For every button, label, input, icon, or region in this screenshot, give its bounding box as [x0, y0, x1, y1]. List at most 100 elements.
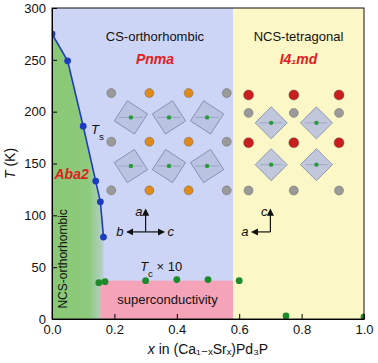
labels: CS-orthorhombicPnmaNCS-tetragonalI4₁mdNC…	[53, 29, 343, 308]
atom	[129, 115, 133, 119]
atom	[244, 90, 254, 100]
region-label: NCS-tetragonal	[254, 29, 344, 44]
y-tick: 300	[24, 1, 57, 16]
atom	[107, 89, 116, 98]
axis-arrow	[128, 231, 146, 232]
x-tick: 0.4	[168, 314, 186, 337]
axis-letter: a	[135, 204, 142, 219]
y-tick-label: 150	[24, 156, 46, 171]
x-tick-label: 0.4	[168, 322, 186, 337]
x-axis-title: x in (Ca₁₋ₓSrₓ)Pd₃P	[147, 341, 268, 357]
axis-arrow	[145, 210, 146, 232]
data-point	[205, 276, 212, 283]
x-tick: 1.0	[355, 314, 373, 337]
atom	[184, 89, 193, 98]
x-tick-label: 0.6	[231, 322, 249, 337]
data-point	[283, 312, 290, 319]
x-tick-label: 0.8	[293, 322, 311, 337]
y-tick-label: 0	[39, 312, 46, 327]
data-point	[92, 178, 99, 185]
series-line	[52, 34, 103, 237]
atom	[269, 162, 273, 166]
axis-arrow	[270, 210, 271, 232]
octahedron	[255, 149, 287, 181]
atom	[289, 90, 299, 100]
y-tick-label: 100	[24, 208, 46, 223]
atom	[205, 164, 209, 168]
inset-axes: ca	[241, 204, 270, 239]
region-label: CS-orthorhombic	[106, 29, 205, 44]
region-label: NCS-orthorhombic	[56, 209, 70, 308]
x-tick-mark	[239, 314, 240, 319]
phase-region	[100, 281, 233, 319]
x-tick-mark	[177, 314, 178, 319]
plot-area	[52, 8, 364, 319]
octahedron	[255, 107, 287, 139]
y-tick-mark	[52, 267, 57, 268]
series-label: Ts	[91, 122, 104, 142]
atom	[335, 108, 344, 117]
space-group: I4₁md	[280, 51, 318, 67]
axis-arrow	[146, 231, 164, 232]
atom	[145, 186, 154, 195]
y-tick-mark	[52, 60, 57, 61]
atom	[335, 186, 344, 195]
atom	[314, 121, 318, 125]
data-point	[173, 276, 180, 283]
chart: abccaCS-orthorhombicPnmaNCS-tetragonalI4…	[0, 0, 378, 363]
x-tick: 0.8	[293, 314, 311, 337]
x-tick: 0.6	[231, 314, 249, 337]
y-tick: 0	[39, 312, 57, 327]
phase-region	[52, 34, 103, 319]
octahedron	[111, 146, 151, 186]
x-axis: 0.00.20.40.60.81.0	[43, 314, 373, 337]
atom	[314, 162, 318, 166]
axis-arrow	[252, 231, 270, 232]
atom	[269, 121, 273, 125]
atom	[222, 89, 231, 98]
series-label: Tc × 10	[140, 259, 182, 279]
crystal-pnma	[107, 89, 231, 195]
axis-letter: c	[261, 204, 268, 219]
y-tick-label: 300	[24, 1, 46, 16]
octahedron	[149, 97, 189, 137]
data-point	[102, 278, 109, 285]
x-tick-mark	[302, 314, 303, 319]
y-tick-label: 200	[24, 104, 46, 119]
phase-region	[52, 8, 233, 319]
atom	[244, 138, 254, 148]
y-axis: 0 50 100 150 200 250 300	[24, 1, 57, 327]
crystal-i41md	[244, 90, 344, 195]
octahedron	[111, 97, 151, 137]
y-tick-mark	[52, 215, 57, 216]
y-tick-mark	[52, 8, 57, 9]
atom	[167, 164, 171, 168]
octahedron	[149, 146, 189, 186]
y-tick-mark	[52, 319, 57, 320]
y-tick-mark	[52, 112, 57, 113]
octahedron	[300, 107, 332, 139]
atom	[334, 90, 344, 100]
x-tick-label: 0.0	[43, 322, 61, 337]
data-point	[236, 277, 243, 284]
axis-letter: a	[241, 224, 248, 239]
atom	[184, 186, 193, 195]
y-axis-title: T (K)	[2, 148, 18, 179]
atom	[107, 186, 116, 195]
y-tick-label: 50	[32, 260, 46, 275]
y-tick-label: 250	[24, 52, 46, 67]
data-point	[80, 123, 87, 130]
atom	[289, 108, 298, 117]
atom	[145, 137, 154, 146]
data-point	[361, 314, 364, 319]
atom	[244, 108, 253, 117]
x-tick-mark	[364, 314, 365, 319]
plot-frame	[52, 8, 364, 319]
atom	[244, 186, 253, 195]
y-tick: 200	[24, 104, 57, 119]
y-tick: 50	[32, 260, 57, 275]
crystal-insets: abcca	[107, 89, 344, 239]
x-axis-line	[53, 319, 365, 320]
atom	[129, 164, 133, 168]
data-point	[97, 198, 104, 205]
